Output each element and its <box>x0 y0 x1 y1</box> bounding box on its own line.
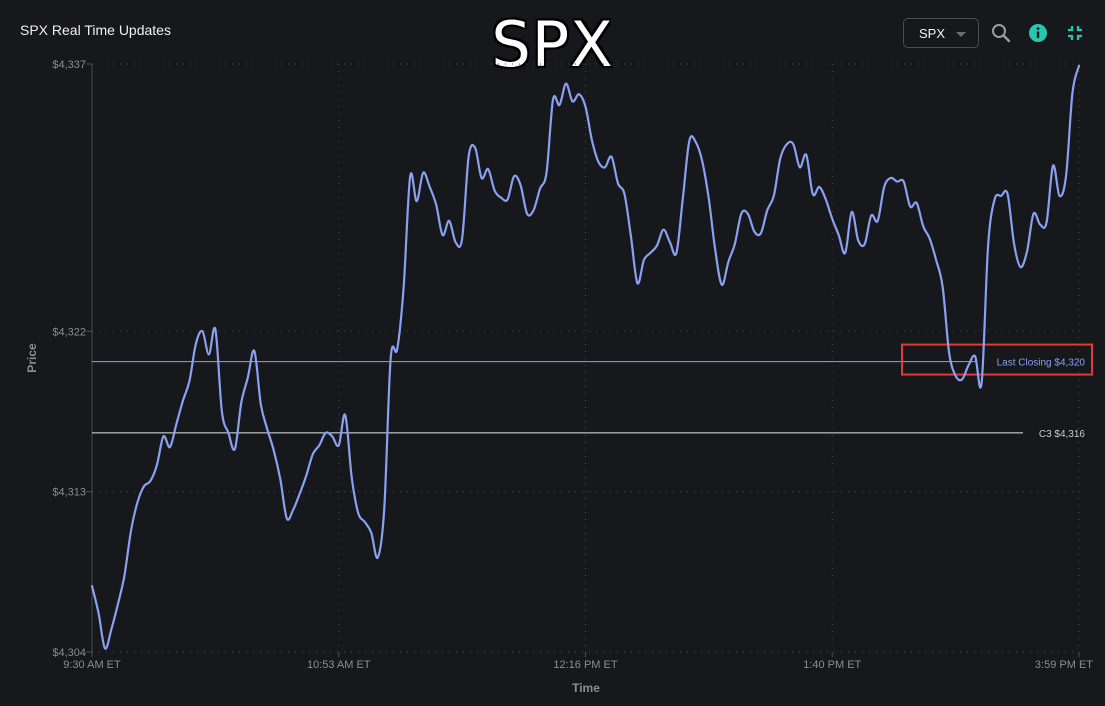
c3-label: C3 $4,316 <box>1039 429 1086 440</box>
search-button[interactable] <box>990 22 1012 44</box>
chevron-down-icon <box>956 32 966 37</box>
price-series-line <box>90 64 1081 650</box>
page-title: SPX <box>491 8 614 81</box>
symbol-select-value: SPX <box>919 25 946 41</box>
y-tick-label: $4,313 <box>52 487 86 499</box>
y-axis-label: Price <box>25 343 39 373</box>
x-tick-label: 1:40 PM ET <box>803 659 861 671</box>
y-tick-label: $4,337 <box>52 59 86 71</box>
x-axis: 9:30 AM ET 10:53 AM ET 12:16 PM ET 1:40 PM … <box>63 652 1093 671</box>
y-tick-label: $4,322 <box>52 326 86 338</box>
collapse-icon <box>1068 26 1082 40</box>
y-axis: $4,337 $4,322 $4,313 $4,304 <box>52 59 93 659</box>
app-title: SPX Real Time Updates <box>20 22 171 38</box>
collapse-button[interactable] <box>1064 22 1086 44</box>
reference-lines: Last Closing $4,320 C3 $4,316 <box>92 343 1093 440</box>
x-tick-label: 10:53 AM ET <box>307 659 371 671</box>
search-icon <box>992 24 1011 43</box>
x-tick-label: 12:16 PM ET <box>553 659 617 671</box>
x-tick-label: 3:59 PM ET <box>1035 659 1093 671</box>
x-axis-label: Time <box>572 681 600 695</box>
highlight-box <box>901 343 1093 376</box>
x-tick-label: 9:30 AM ET <box>63 659 121 671</box>
info-button[interactable] <box>1027 22 1049 44</box>
last-closing-label: Last Closing $4,320 <box>997 358 1086 369</box>
chart-grid <box>91 63 1080 653</box>
plot-area <box>90 64 1081 650</box>
symbol-select[interactable]: SPX <box>903 18 979 48</box>
y-tick-label: $4,304 <box>52 647 86 659</box>
info-icon <box>1029 24 1047 42</box>
